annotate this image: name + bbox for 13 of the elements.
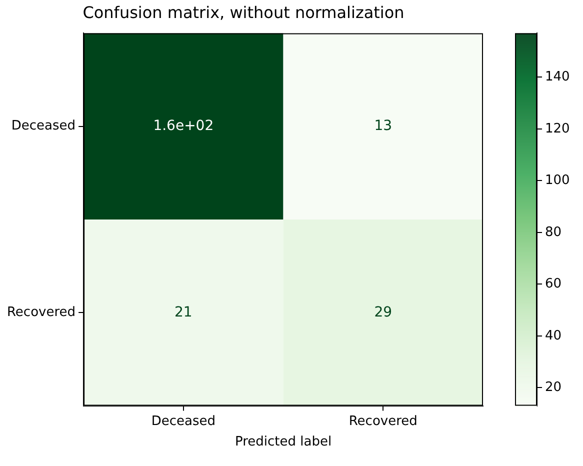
- chart-title: Confusion matrix, without normalization: [82, 2, 404, 22]
- color-bar-label: 140: [545, 70, 570, 85]
- color-bar-label: 80: [545, 224, 562, 240]
- color-bar-label: 120: [545, 121, 570, 136]
- data-label: 13: [374, 118, 392, 134]
- data-label: 21: [174, 304, 192, 320]
- data-label: 29: [374, 304, 392, 320]
- color-bar-label: 40: [545, 328, 562, 344]
- color-bar-label: 20: [545, 380, 562, 396]
- color-bar-label: 60: [545, 276, 562, 292]
- data-label: 1.6e+02: [153, 118, 214, 134]
- x-axis-title: Predicted label: [234, 434, 332, 450]
- color-bar-label: 100: [545, 173, 570, 188]
